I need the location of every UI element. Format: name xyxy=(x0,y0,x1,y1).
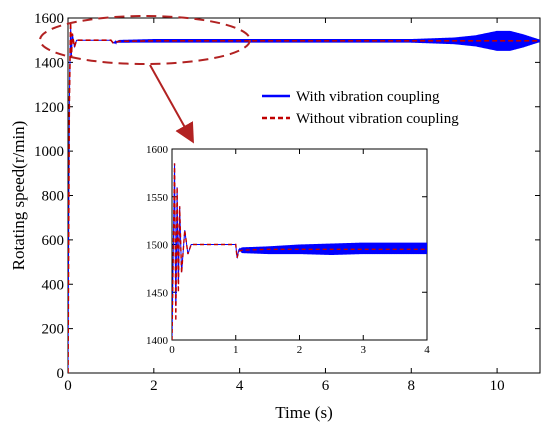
main-xtick-label: 6 xyxy=(322,378,330,394)
main-xtick-label: 10 xyxy=(490,378,505,394)
legend: With vibration coupling Without vibration… xyxy=(262,89,459,127)
legend-label: With vibration coupling xyxy=(296,89,440,105)
main-ytick-label: 1400 xyxy=(34,55,64,71)
main-ytick-label: 1200 xyxy=(34,100,64,116)
inset-ytick-label: 1600 xyxy=(146,144,169,156)
legend-label: Without vibration coupling xyxy=(296,111,459,127)
inset-ytick-label: 1500 xyxy=(146,240,169,252)
inset-ytick-label: 1400 xyxy=(146,335,169,347)
inset-plot: 0 1 2 3 4 1400 1450 1500 1550 1600 xyxy=(146,144,430,356)
annotation-layer xyxy=(39,15,251,144)
main-xtick-label: 0 xyxy=(64,378,72,394)
inset-xtick-label: 2 xyxy=(297,344,303,356)
inset-xtick-label: 4 xyxy=(424,344,430,356)
main-yaxis-title: Rotating speed(r/min) xyxy=(9,121,28,271)
inset-xtick-label: 0 xyxy=(169,344,175,356)
main-ytick-label: 0 xyxy=(57,366,65,382)
zoom-arrow xyxy=(149,64,194,144)
main-ytick-label: 1000 xyxy=(34,144,64,160)
inset-ytick-label: 1550 xyxy=(146,192,169,204)
inset-ytick-label: 1450 xyxy=(146,287,169,299)
main-ytick-label: 200 xyxy=(42,322,65,338)
inset-xtick-label: 1 xyxy=(233,344,239,356)
main-series-without-coupling-line xyxy=(68,22,540,373)
main-ytick-label: 600 xyxy=(42,233,65,249)
main-series-with-coupling-line xyxy=(68,27,540,373)
inset-series-without-coupling-line xyxy=(172,163,427,340)
main-xtick-label: 2 xyxy=(150,378,158,394)
main-xtick-label: 4 xyxy=(236,378,244,394)
inset-xtick-label: 3 xyxy=(361,344,367,356)
main-ytick-label: 800 xyxy=(42,189,65,205)
main-xaxis-title: Time (s) xyxy=(275,403,332,422)
main-ytick-label: 1600 xyxy=(34,11,64,27)
main-xtick-label: 8 xyxy=(408,378,416,394)
zoom-region-ellipse xyxy=(39,15,251,65)
main-ytick-label: 400 xyxy=(42,277,65,293)
